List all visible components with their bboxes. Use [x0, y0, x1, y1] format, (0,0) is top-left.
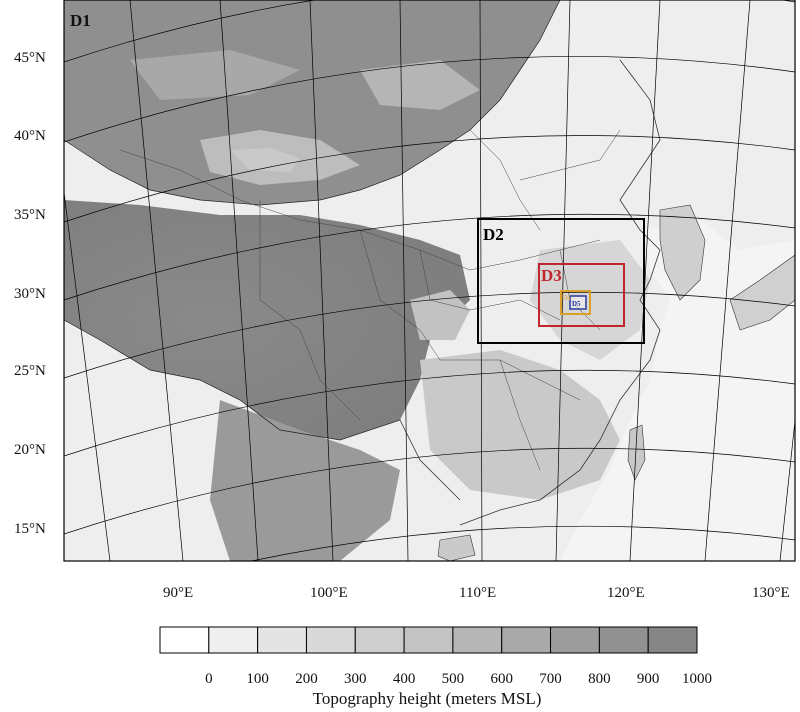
colorbar-swatch: [550, 626, 600, 654]
colorbar-tick-label: 500: [442, 671, 465, 687]
colorbar-swatch: [305, 626, 356, 654]
colorbar-tick-label: 100: [246, 671, 269, 687]
domain-label-d5: D5: [572, 300, 581, 308]
lat-label-25: 25°N: [14, 363, 46, 379]
colorbar-swatch: [501, 626, 552, 654]
lat-label-45: 45°N: [14, 50, 46, 66]
colorbar-swatch: [354, 626, 405, 654]
plateau-north: [64, 0, 560, 205]
taiwan: [627, 424, 646, 481]
colorbar-swatch: [257, 626, 307, 654]
colorbar-tick-label: 200: [295, 671, 318, 687]
lat-label-15: 15°N: [14, 521, 46, 537]
domain-d5-box: [569, 295, 587, 310]
lon-label-90: 90°E: [163, 585, 193, 601]
colorbar-tick-label: 600: [490, 671, 513, 687]
colorbar-swatch: [208, 626, 259, 654]
colorbar-title: Topography height (meters MSL): [313, 689, 542, 708]
colorbar: [159, 626, 698, 654]
latitude-labels: 45°N 40°N 35°N 30°N 25°N 20°N 15°N: [14, 50, 46, 537]
domain-d3-box: [538, 263, 625, 327]
latitude-lines: [64, 0, 795, 561]
domain-label-d2: D2: [483, 225, 504, 244]
hainan: [437, 534, 476, 561]
lon-label-110: 110°E: [459, 585, 496, 601]
korea: [659, 204, 706, 301]
colorbar-ticks: 0 100 200 300 400 500 600 700 800 900 1000: [205, 671, 712, 687]
colorbar-swatch: [159, 626, 210, 654]
lat-label-20: 20°N: [14, 442, 46, 458]
colorbar-tick-label: 300: [344, 671, 367, 687]
domain-d2-box: [477, 218, 645, 344]
colorbar-tick-label: 800: [588, 671, 611, 687]
colorbar-swatch: [452, 626, 503, 654]
domain-label-d1: D1: [70, 11, 91, 30]
lon-label-120: 120°E: [607, 585, 645, 601]
lat-label-30: 30°N: [14, 286, 46, 302]
colorbar-swatch: [598, 626, 649, 654]
sichuan-basin: [410, 290, 470, 340]
yunnan-hills: [210, 400, 400, 561]
map-panel: [64, 0, 795, 561]
colorbar-tick-label: 0: [205, 671, 213, 687]
domain-label-d4: D4: [562, 294, 571, 302]
south-hills: [420, 350, 620, 500]
colorbar-tick-label: 400: [393, 671, 416, 687]
desert-east: [360, 60, 480, 110]
lon-label-130: 130°E: [752, 585, 790, 601]
lat-label-35: 35°N: [14, 207, 46, 223]
desert-taklamakan: [230, 148, 300, 172]
colorbar-swatch: [403, 626, 454, 654]
country-borders: [64, 0, 561, 501]
colorbar-swatch: [647, 626, 698, 654]
domain-d4-box: [560, 290, 591, 315]
lon-label-100: 100°E: [310, 585, 348, 601]
coastline: [459, 59, 661, 526]
desert-steppe: [130, 50, 300, 100]
japan: [729, 254, 795, 331]
lat-label-40: 40°N: [14, 128, 46, 144]
colorbar-tick-label: 700: [539, 671, 562, 687]
longitude-labels: 90°E 100°E 110°E 120°E 130°E: [163, 585, 790, 601]
longitude-lines: [64, 0, 795, 561]
colorbar-tick-label: 900: [637, 671, 660, 687]
colorbar-tick-label: 1000: [682, 671, 712, 687]
domain-label-d3: D3: [541, 266, 562, 285]
map-frame: [63, 0, 796, 562]
